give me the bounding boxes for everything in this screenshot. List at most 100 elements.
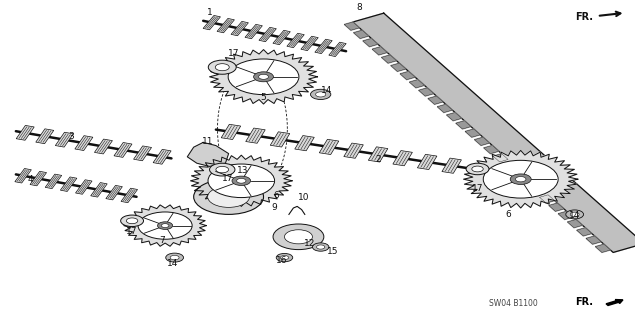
Polygon shape [221, 124, 241, 140]
Polygon shape [393, 151, 412, 166]
Polygon shape [568, 220, 582, 228]
Circle shape [276, 253, 293, 262]
Circle shape [216, 166, 229, 173]
Text: 14: 14 [321, 86, 333, 95]
Polygon shape [75, 136, 93, 150]
Polygon shape [558, 211, 573, 220]
Circle shape [232, 176, 251, 186]
Text: 6: 6 [505, 210, 511, 219]
Polygon shape [259, 27, 276, 42]
Circle shape [194, 179, 264, 214]
Text: 10: 10 [298, 193, 309, 202]
Polygon shape [577, 228, 592, 236]
Text: 9: 9 [271, 203, 277, 212]
Text: 3: 3 [68, 132, 74, 141]
Circle shape [210, 163, 235, 176]
Circle shape [228, 59, 299, 95]
Polygon shape [410, 80, 424, 88]
Polygon shape [153, 149, 171, 164]
Circle shape [472, 166, 483, 172]
Circle shape [316, 245, 324, 249]
Circle shape [570, 212, 579, 217]
Circle shape [311, 89, 331, 100]
Polygon shape [512, 170, 526, 178]
Polygon shape [391, 63, 406, 71]
Polygon shape [273, 30, 290, 45]
Polygon shape [30, 171, 46, 186]
Circle shape [237, 179, 246, 183]
Text: 14: 14 [569, 212, 580, 220]
Text: 5: 5 [260, 93, 267, 102]
Polygon shape [368, 147, 388, 162]
Text: SW04 B1100: SW04 B1100 [489, 299, 538, 308]
Polygon shape [246, 128, 265, 143]
Polygon shape [344, 22, 359, 30]
Circle shape [126, 218, 138, 224]
Circle shape [566, 210, 584, 219]
Polygon shape [17, 125, 34, 140]
Polygon shape [484, 146, 499, 154]
Polygon shape [465, 129, 480, 137]
Polygon shape [353, 13, 635, 252]
Circle shape [208, 186, 250, 207]
Polygon shape [400, 71, 415, 80]
Polygon shape [114, 142, 132, 157]
Circle shape [215, 64, 229, 71]
Circle shape [208, 60, 236, 74]
Text: 6: 6 [273, 191, 279, 200]
Polygon shape [60, 177, 77, 191]
Circle shape [483, 160, 558, 198]
Polygon shape [295, 136, 314, 151]
Circle shape [258, 74, 269, 79]
Polygon shape [521, 178, 536, 187]
Text: 11: 11 [202, 137, 213, 146]
Polygon shape [55, 132, 73, 147]
Polygon shape [438, 104, 452, 113]
Text: 4: 4 [28, 175, 33, 184]
Text: 8: 8 [356, 4, 362, 12]
Circle shape [281, 255, 289, 260]
Circle shape [273, 224, 324, 250]
Polygon shape [586, 236, 601, 244]
Text: 2: 2 [375, 155, 380, 164]
Polygon shape [76, 180, 92, 194]
Polygon shape [45, 174, 62, 188]
Polygon shape [106, 185, 123, 200]
Polygon shape [428, 96, 443, 104]
Polygon shape [354, 30, 369, 38]
Circle shape [208, 164, 274, 197]
Polygon shape [91, 183, 107, 197]
Polygon shape [493, 154, 508, 162]
Polygon shape [344, 143, 363, 158]
Circle shape [316, 92, 326, 97]
Polygon shape [456, 121, 471, 129]
Circle shape [253, 72, 274, 82]
Circle shape [161, 224, 169, 228]
FancyArrow shape [606, 300, 623, 306]
Polygon shape [474, 137, 490, 145]
Polygon shape [329, 42, 346, 57]
Polygon shape [217, 19, 234, 33]
Polygon shape [271, 132, 290, 147]
Polygon shape [464, 150, 578, 208]
Polygon shape [133, 146, 152, 161]
Polygon shape [319, 139, 339, 155]
Polygon shape [596, 244, 610, 252]
Polygon shape [287, 33, 304, 48]
Circle shape [138, 212, 192, 239]
Polygon shape [315, 39, 332, 53]
Circle shape [466, 163, 489, 175]
Text: 17: 17 [126, 227, 138, 236]
Text: 17: 17 [228, 49, 239, 58]
Polygon shape [530, 187, 545, 195]
Circle shape [312, 243, 329, 251]
Text: 13: 13 [237, 166, 248, 175]
Text: 14: 14 [167, 259, 178, 268]
Polygon shape [95, 139, 112, 154]
Polygon shape [36, 129, 54, 144]
Polygon shape [549, 203, 564, 211]
Circle shape [157, 222, 173, 229]
Polygon shape [446, 113, 462, 121]
Text: 1: 1 [206, 8, 213, 17]
Polygon shape [372, 47, 387, 55]
